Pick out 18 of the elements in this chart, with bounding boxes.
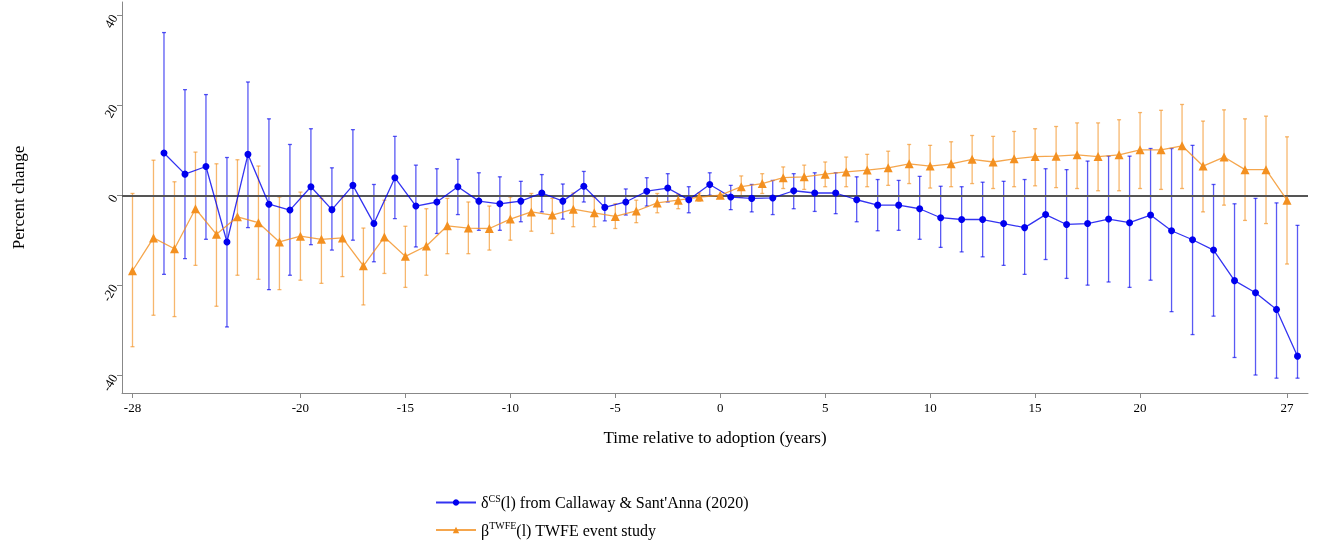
x-tick-label: -20 [291, 400, 310, 415]
x-tick-label: 20 [1133, 400, 1147, 415]
y-tick-label: 40 [101, 11, 121, 31]
x-tick-label: -28 [123, 400, 142, 415]
x-tick-label: -10 [501, 400, 520, 415]
x-tick-label: 15 [1028, 400, 1042, 415]
x-tick-label: 10 [923, 400, 937, 415]
y-tick-label: -40 [98, 371, 121, 394]
y-tick-label: -20 [98, 281, 121, 304]
x-tick-label: 27 [1280, 400, 1295, 415]
x-tick-label: 5 [821, 400, 829, 415]
x-tick-label: 0 [717, 400, 724, 415]
y-tick-label: 0 [104, 191, 121, 205]
x-tick-label: -15 [396, 400, 415, 415]
x-axis-title: Time relative to adoption (years) [603, 428, 827, 447]
y-tick-label: 20 [101, 101, 121, 121]
x-tick-label: -5 [609, 400, 621, 415]
y-axis-title: Percent change [9, 145, 28, 250]
